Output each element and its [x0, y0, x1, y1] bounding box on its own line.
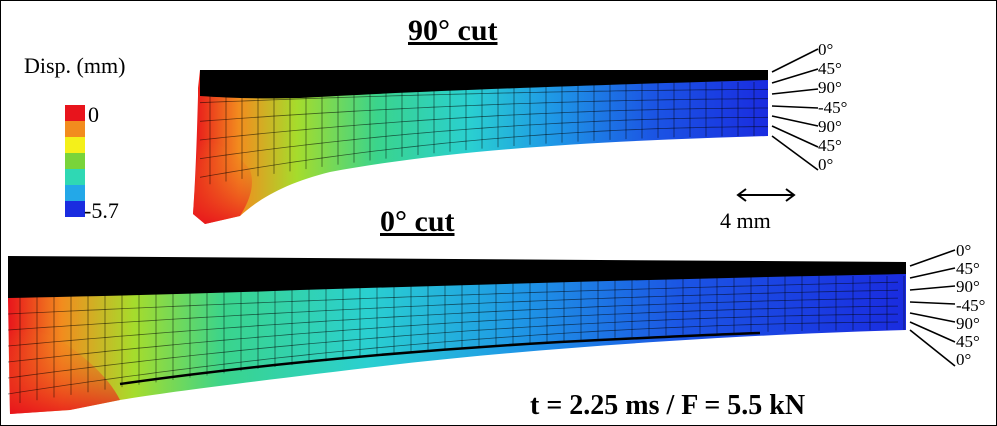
ply-label: 90°: [818, 78, 842, 98]
legend-swatch: [65, 153, 85, 169]
scale-bar-arrow: [736, 188, 796, 202]
legend-swatch: [65, 185, 85, 201]
bottom-ply-arrows: [909, 249, 956, 367]
ply-label: 90°: [818, 116, 842, 136]
legend-swatch: [65, 121, 85, 137]
status-label: t = 2.25 ms / F = 5.5 kN: [530, 390, 806, 421]
bottom-panel-title: 0° cut: [380, 205, 455, 238]
ply-label: -45°: [956, 295, 986, 315]
ply-label: 0°: [956, 241, 972, 260]
top-mesh-grid: [199, 82, 769, 185]
ply-label: 0°: [818, 155, 834, 175]
top-panel-title: 90° cut: [408, 14, 498, 47]
legend-title: Disp. (mm): [24, 53, 126, 78]
top-ply-arrows: [771, 48, 819, 171]
legend-swatch: [65, 137, 85, 153]
ply-label: 0°: [956, 350, 972, 370]
ply-label: 45°: [818, 59, 842, 79]
legend-swatch: [65, 201, 85, 217]
ply-label: 0°: [818, 40, 834, 59]
top-beam: [193, 70, 769, 224]
legend-swatch: [65, 169, 85, 185]
legend-swatch: [65, 105, 85, 121]
scale-bar-label: 4 mm: [720, 208, 771, 233]
ply-label: 90°: [956, 313, 980, 333]
legend-min-label: -5.7: [84, 198, 119, 223]
ply-label: 90°: [956, 277, 980, 297]
ply-label: -45°: [818, 97, 848, 117]
bottom-beam: [7, 256, 906, 414]
ply-label: 45°: [818, 136, 842, 155]
ply-label: 45°: [956, 332, 980, 351]
ply-label: 45°: [956, 259, 980, 279]
bottom-mesh-grid: [7, 276, 905, 404]
legend-max-label: 0: [88, 102, 99, 127]
